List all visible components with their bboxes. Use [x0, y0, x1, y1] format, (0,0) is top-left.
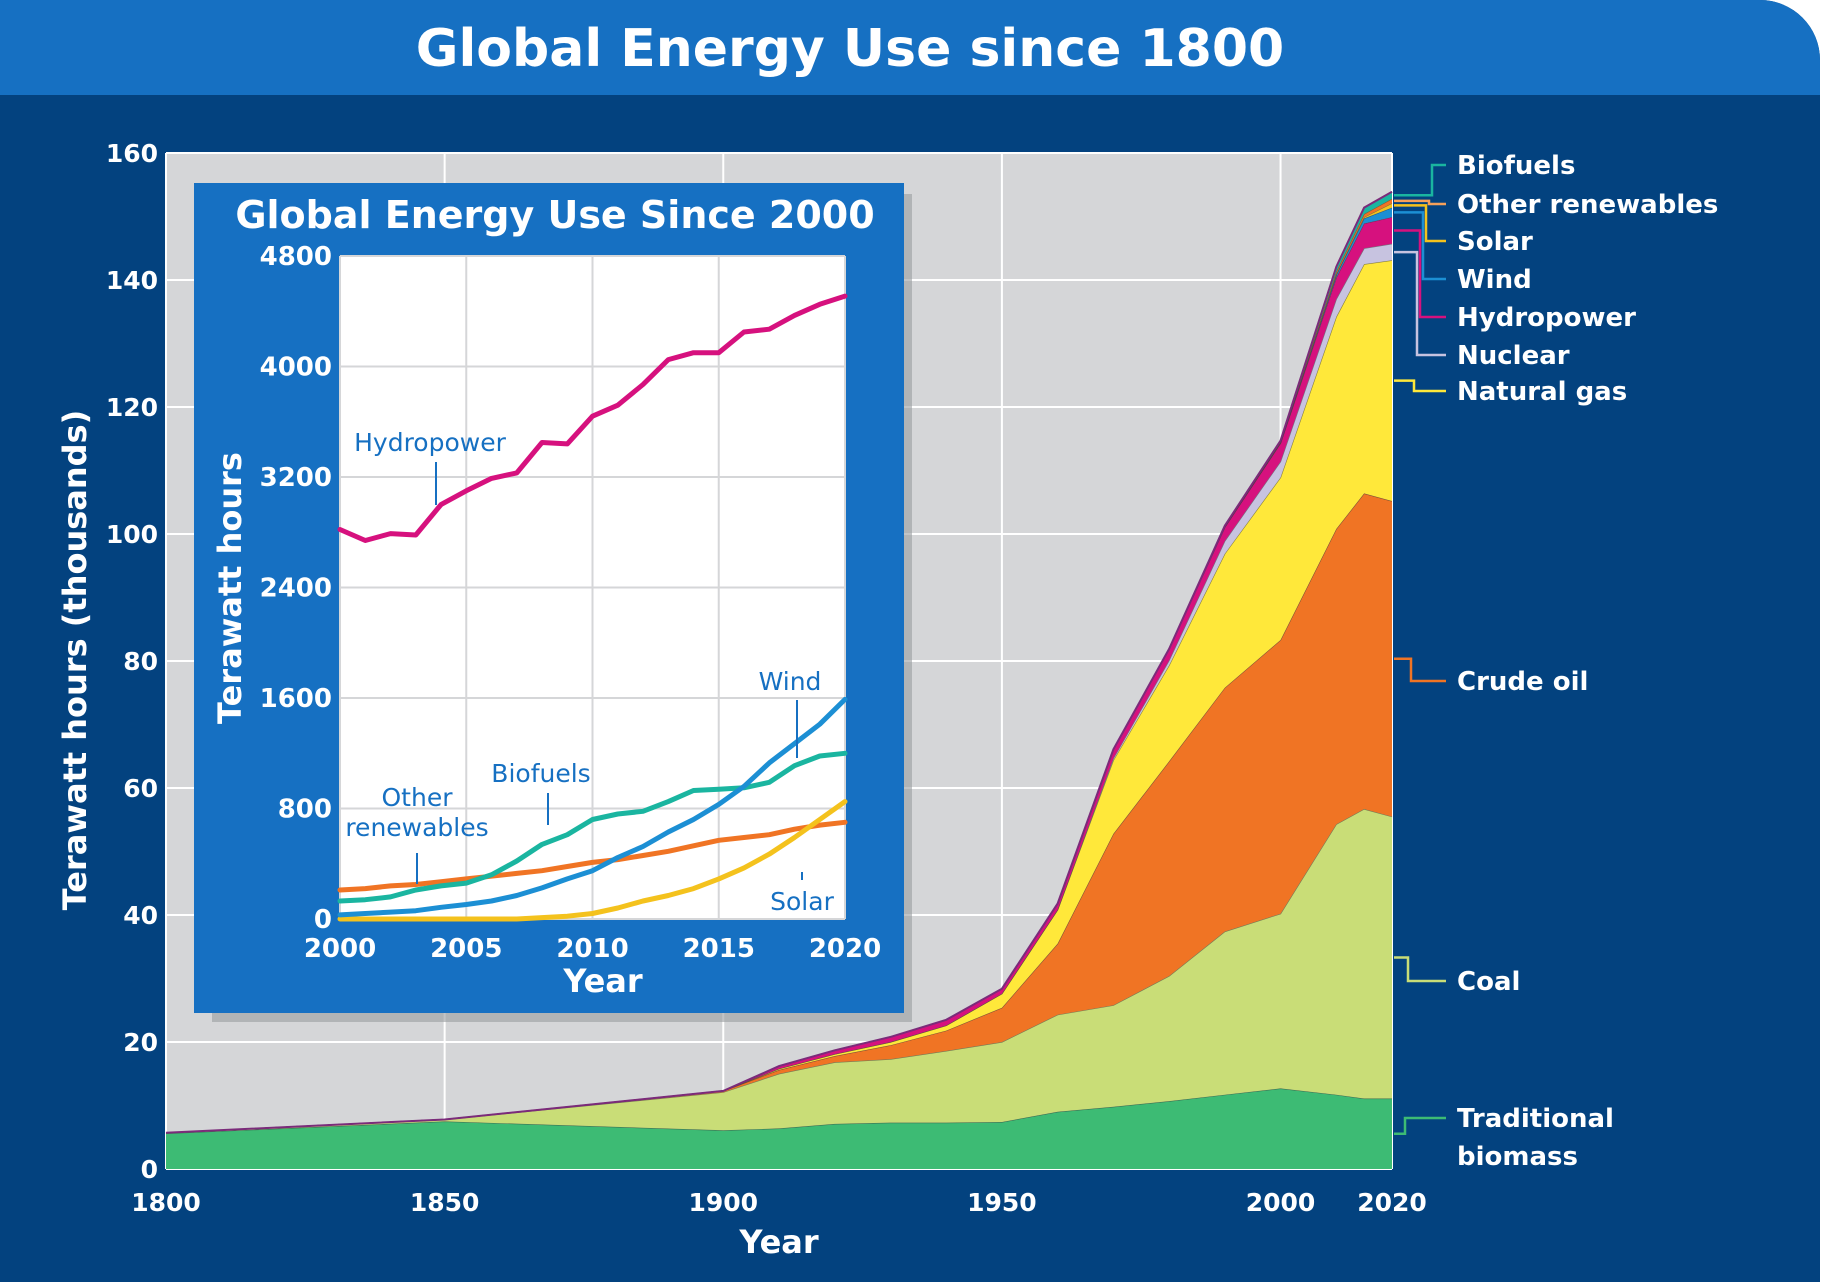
main-y-ticks: 0 20 40 60 80 100 120 140 160 — [106, 139, 158, 1184]
legend-label-other-renewables: Other renewables — [1457, 190, 1718, 220]
inset-y-tick-label: 800 — [278, 795, 332, 825]
main-y-tick-label: 120 — [106, 393, 158, 422]
main-x-tick-label: 1850 — [410, 1188, 480, 1217]
main-y-tick-label: 0 — [141, 1155, 158, 1184]
main-y-axis-title: Terawatt hours (thousands) — [56, 410, 94, 911]
inset-line-hydropower — [337, 293, 848, 543]
legend-label-coal: Coal — [1457, 967, 1520, 997]
inset-line-other-renewables — [337, 819, 848, 893]
inset-y-tick-label: 1600 — [260, 684, 332, 714]
area-crude-oil — [166, 493, 1392, 1133]
inset-y-tick-label: 3200 — [260, 463, 332, 493]
inset-line-solar — [337, 799, 848, 922]
main-title: Global Energy Use since 1800 — [416, 19, 1284, 79]
legend-label-wind: Wind — [1457, 265, 1532, 295]
inset-label-hydropower: Hydropower — [354, 428, 506, 457]
legend-leader-solar — [1394, 204, 1446, 243]
main-legend: Biofuels Other renewables Solar Wind Hydropo… — [1394, 151, 1718, 1172]
inset-x-ticks: 2000 2005 2010 2015 2020 — [304, 934, 881, 964]
legend-label-nuclear: Nuclear — [1457, 341, 1570, 371]
area-coal — [166, 809, 1392, 1134]
inset-label-solar: Solar — [770, 887, 834, 916]
inset-x-tick-label: 2015 — [683, 934, 755, 964]
inset-title: Global Energy Use Since 2000 — [235, 193, 874, 237]
legend-leader-natural-gas — [1394, 379, 1446, 393]
main-x-tick-label: 2000 — [1246, 1188, 1316, 1217]
inset-y-axis-title: Terawatt hours — [211, 452, 249, 724]
main-x-tick-label: 1950 — [967, 1188, 1037, 1217]
inset-x-axis-title: Year — [562, 962, 643, 1000]
main-x-axis-title: Year — [738, 1223, 819, 1261]
inset-label-biofuels: Biofuels — [491, 759, 590, 788]
main-y-tick-label: 140 — [106, 266, 158, 295]
main-outline — [165, 190, 1393, 1134]
inset-y-tick-label: 4000 — [260, 353, 332, 383]
main-y-tick-label: 40 — [123, 901, 158, 930]
legend-label-traditional-biomass: Traditional biomass — [1457, 1104, 1614, 1172]
inset-y-tick-label: 4800 — [260, 242, 332, 272]
inset-x-tick-label: 2020 — [809, 934, 881, 964]
main-y-tick-label: 160 — [106, 139, 158, 168]
main-x-ticks: 1800 1850 1900 1950 2000 2020 — [131, 1188, 1427, 1217]
legend-label-hydropower: Hydropower — [1457, 303, 1636, 333]
main-y-tick-label: 60 — [123, 774, 158, 803]
main-y-tick-label: 80 — [123, 647, 158, 676]
legend-label-crude-oil: Crude oil — [1457, 667, 1588, 697]
legend-leader-wind — [1394, 211, 1446, 281]
inset-x-tick-label: 2005 — [430, 934, 502, 964]
inset-line-biofuels — [337, 750, 848, 904]
legend-leader-hydropower — [1394, 229, 1446, 319]
inset-x-tick-label: 2000 — [304, 934, 376, 964]
legend-leader-crude-oil — [1394, 657, 1446, 683]
main-x-tick-label: 1800 — [131, 1188, 201, 1217]
inset-label-other-renewables: Other renewables — [345, 783, 488, 842]
legend-leader-nuclear — [1394, 250, 1446, 357]
title-bar — [0, 0, 1820, 95]
legend-leader-biofuels — [1394, 163, 1446, 197]
inset-y-tick-label: 0 — [314, 905, 332, 935]
legend-label-natural-gas: Natural gas — [1457, 377, 1627, 407]
inset-label-wind: Wind — [759, 667, 822, 696]
legend-label-solar: Solar — [1457, 227, 1533, 257]
legend-leader-traditional-biomass — [1394, 1116, 1446, 1136]
inset-y-tick-label: 2400 — [260, 574, 332, 604]
inset-x-tick-label: 2010 — [556, 934, 628, 964]
total-outline — [165, 190, 1393, 1134]
main-x-tick-label: 2020 — [1357, 1188, 1427, 1217]
inset-gridlines — [339, 255, 846, 920]
main-y-tick-label: 100 — [106, 520, 158, 549]
legend-label-biofuels: Biofuels — [1457, 151, 1575, 181]
inset-y-ticks: 0 800 1600 2400 3200 4000 4800 — [260, 242, 332, 935]
legend-leader-coal — [1394, 956, 1446, 983]
main-x-tick-label: 1900 — [688, 1188, 758, 1217]
inset-lines — [337, 293, 848, 922]
legend-leader-other-renewables — [1394, 199, 1446, 206]
inset-line-wind — [337, 696, 848, 918]
main-y-tick-label: 20 — [123, 1028, 158, 1057]
